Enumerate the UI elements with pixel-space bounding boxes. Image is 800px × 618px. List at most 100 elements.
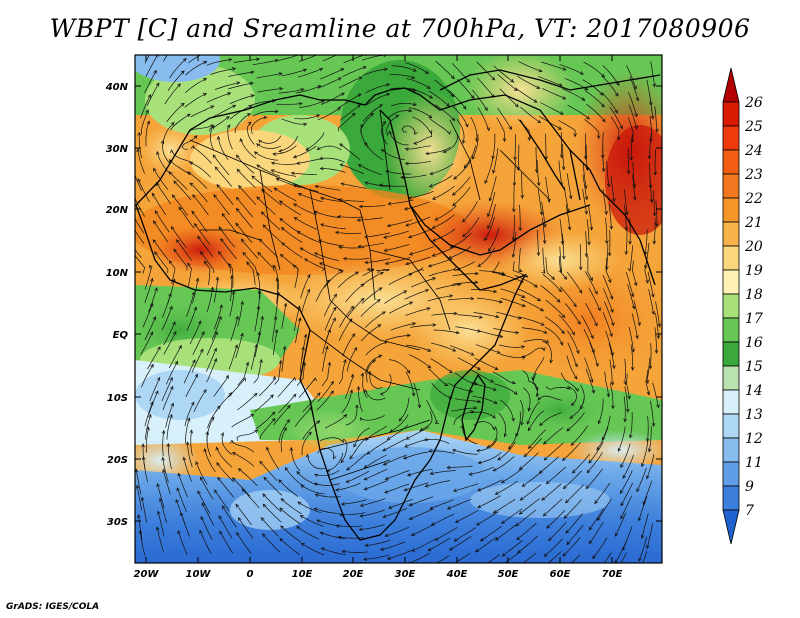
streamline-arrow (152, 239, 157, 244)
streamline-arrow (545, 339, 549, 344)
streamline-arrow (383, 235, 388, 239)
streamline-arrow (562, 96, 567, 100)
streamline-arrow (400, 175, 405, 180)
streamline (238, 517, 254, 539)
streamline (628, 104, 638, 130)
streamline-arrow (351, 333, 356, 338)
streamline-arrow (494, 537, 499, 541)
streamline-arrow (314, 252, 319, 256)
streamline (433, 329, 460, 334)
streamline-arrow (280, 498, 285, 502)
streamline (548, 522, 567, 541)
streamline (449, 536, 472, 551)
streamline (610, 116, 620, 141)
streamline (228, 71, 254, 77)
streamline (338, 76, 363, 89)
streamline-arrow (278, 479, 283, 484)
streamline (345, 283, 365, 303)
streamlines (135, 55, 662, 563)
streamline-arrow (173, 248, 178, 253)
streamline-arrow (298, 102, 303, 106)
streamline-arrow (547, 198, 551, 203)
streamline (604, 301, 614, 326)
streamline-arrow (405, 436, 410, 440)
streamline-arrow (561, 166, 566, 171)
streamline-arrow (615, 532, 619, 537)
streamline-arrow (316, 146, 321, 150)
streamline (655, 301, 660, 327)
streamline-arrow (193, 135, 198, 140)
streamline (162, 457, 169, 483)
streamline-arrow (199, 348, 204, 353)
streamline-arrow (596, 135, 601, 140)
streamline (428, 368, 448, 386)
streamline (546, 509, 566, 529)
streamline-arrow (283, 427, 287, 432)
streamline (517, 144, 520, 171)
streamline (237, 362, 249, 386)
country-borders (189, 109, 551, 481)
streamline (156, 526, 164, 552)
streamline-arrow (656, 404, 660, 409)
streamline-arrow (630, 366, 635, 371)
streamline (301, 289, 310, 314)
streamline-arrow (262, 533, 266, 538)
streamline (366, 439, 389, 455)
streamline (238, 468, 258, 487)
streamline (322, 346, 328, 372)
streamline (337, 113, 356, 132)
streamline (562, 442, 581, 461)
streamline-arrow (245, 361, 250, 366)
streamline (171, 226, 187, 248)
streamline (602, 145, 605, 172)
streamline-arrow (296, 230, 301, 235)
streamline (253, 359, 262, 384)
streamline-arrow (430, 522, 435, 526)
streamline-arrow (332, 306, 337, 311)
streamline-arrow (409, 301, 414, 305)
streamline-arrow (384, 533, 389, 538)
streamline-arrow (607, 252, 612, 257)
streamline-arrow (633, 85, 637, 90)
streamline (214, 82, 240, 90)
streamline (238, 185, 257, 205)
streamline-arrow (155, 82, 160, 87)
streamline-arrow (218, 250, 222, 255)
streamline-arrow (343, 413, 347, 418)
streamline-arrow (588, 526, 593, 531)
streamline-arrow (359, 514, 364, 518)
streamline (258, 376, 276, 397)
streamline (231, 413, 254, 428)
streamline-arrow (417, 404, 422, 409)
streamline (359, 205, 386, 207)
streamline (584, 357, 593, 383)
streamline (151, 193, 167, 216)
streamline (452, 281, 478, 285)
streamline-arrow (454, 519, 460, 523)
streamline (646, 357, 650, 384)
streamline-arrow (517, 316, 522, 320)
lat-tick-label: 30S (107, 517, 128, 528)
streamline (448, 298, 474, 301)
streamline-arrow (406, 333, 411, 338)
streamline (369, 371, 383, 389)
streamline-arrow (362, 65, 367, 70)
streamline (335, 231, 362, 234)
streamline-arrow (270, 394, 274, 399)
streamline-arrow (597, 307, 601, 312)
streamline (246, 261, 256, 286)
streamline-arrow (563, 514, 568, 519)
streamline (584, 90, 605, 108)
streamline-arrow (300, 542, 305, 547)
streamline (326, 452, 344, 472)
streamline (214, 489, 230, 512)
streamline (217, 477, 234, 498)
streamline-arrow (652, 240, 657, 245)
streamline (561, 233, 565, 259)
streamline-arrow (214, 166, 219, 171)
streamline (435, 283, 461, 290)
streamline-arrow (521, 356, 526, 360)
streamline-arrow (157, 510, 161, 515)
streamline-arrow (623, 418, 627, 423)
streamline-arrow (612, 198, 616, 203)
